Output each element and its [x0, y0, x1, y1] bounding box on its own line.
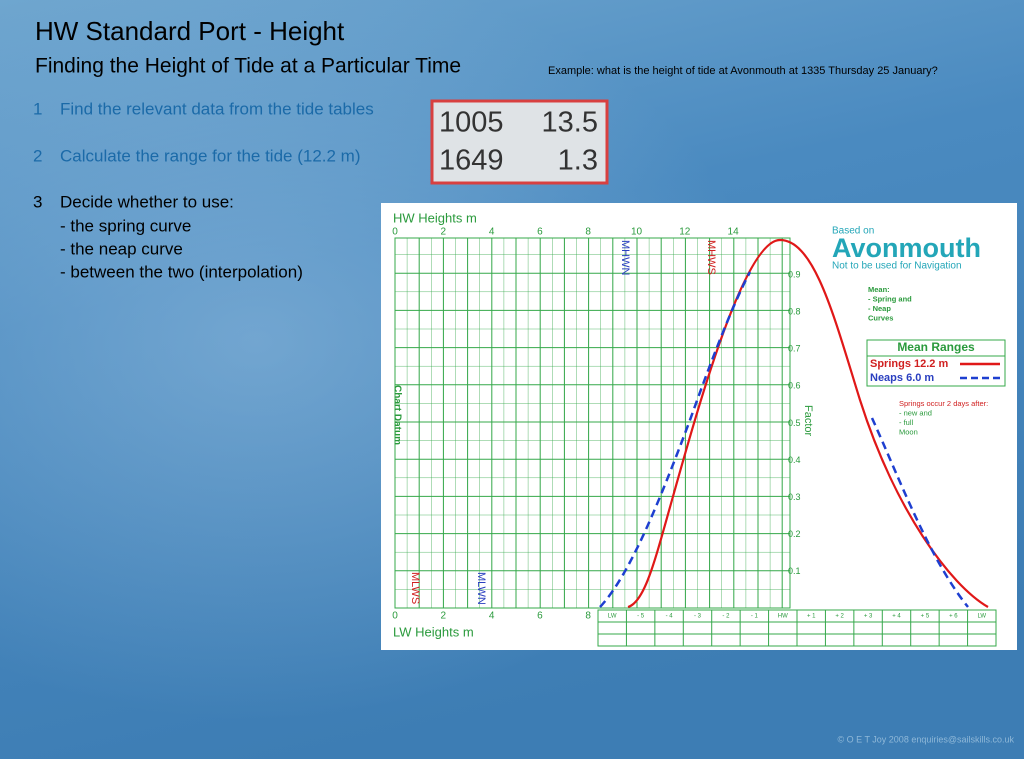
step-number: 1	[33, 99, 42, 118]
hw-tick-label: 8	[585, 227, 591, 238]
note-line: - full	[899, 418, 914, 427]
note-line: Springs occur 2 days after:	[899, 399, 988, 408]
time-tick-label: - 5	[637, 614, 645, 620]
lw-tick-label: 2	[441, 611, 447, 622]
grid-frame	[394, 237, 791, 609]
time-tick-label: + 6	[949, 614, 958, 620]
time-tick-label: LW	[608, 614, 617, 620]
marker-label: MHWN	[619, 240, 631, 275]
time-tick-label: + 5	[921, 614, 930, 620]
step-text: Decide whether to use:	[60, 192, 234, 211]
lw-tick-label: 0	[392, 611, 398, 622]
factor-tick-label: 0.8	[788, 306, 801, 316]
neap-curve	[599, 271, 752, 608]
marker-label: MLWN	[475, 572, 487, 605]
disclaimer: Not to be used for Navigation	[832, 261, 962, 272]
lw-tick-label: 8	[585, 611, 591, 622]
factor-tick-label: 0.4	[788, 455, 801, 465]
step-item: - the neap curve	[60, 239, 183, 258]
diagram-panel	[381, 203, 1017, 650]
step-text: Calculate the range for the tide (12.2 m…	[60, 146, 361, 165]
neap-curve	[870, 417, 969, 608]
factor-tick-label: 0.2	[788, 529, 801, 539]
note-line: - new and	[899, 408, 932, 417]
time-tick-label: HW	[778, 614, 788, 620]
time-tick-label: - 4	[666, 614, 674, 620]
table-cell: 1.3	[558, 145, 598, 177]
hw-tick-label: 6	[537, 227, 543, 238]
based-on: Based on	[832, 226, 874, 237]
port-name: Avonmouth	[832, 233, 981, 263]
tide-table: 1005 13.5 1649 1.3	[430, 99, 609, 185]
hw-tick-label: 2	[441, 227, 447, 238]
neaps-range: Neaps 6.0 m	[870, 372, 934, 384]
time-tick-label: + 3	[864, 614, 873, 620]
spring-curve	[627, 238, 989, 609]
factor-tick-label: 0.7	[788, 344, 801, 354]
time-tick-label: + 1	[807, 614, 816, 620]
time-tick-label: + 4	[892, 614, 901, 620]
grid: 0 2 4 6 8 10 12 14 0 2 4 6 8 0.9 0.8 0.7 0.6 0.5 0.4 0.3 0.2…	[392, 227, 997, 647]
marker-label: MHWS	[705, 240, 717, 275]
step-item: - between the two (interpolation)	[60, 262, 303, 281]
note-line: Mean:	[868, 285, 890, 294]
time-tick-label: - 1	[751, 614, 759, 620]
hw-axis-label: HW Heights m	[393, 210, 477, 225]
step-text: Find the relevant data from the tide tab…	[60, 99, 374, 118]
note-line: - Neap	[868, 304, 891, 313]
hw-tick-label: 10	[631, 227, 643, 238]
hw-tick-label: 0	[392, 227, 398, 238]
table-cell: 1005	[439, 107, 504, 139]
tidal-curve-diagram: 0 2 4 6 8 10 12 14 0 2 4 6 8 0.9 0.8 0.7 0.6 0.5 0.4 0.3 0.2…	[381, 203, 1017, 650]
subtitle: Finding the Height of Tide at a Particul…	[35, 55, 461, 78]
marker-label: MLWS	[409, 572, 421, 604]
step-number: 3	[33, 192, 42, 211]
step-item: - the spring curve	[60, 216, 191, 235]
factor-tick-label: 0.5	[788, 418, 801, 428]
factor-tick-label: 0.1	[788, 566, 801, 576]
factor-tick-label: 0.3	[788, 492, 801, 502]
note-line: - Spring and	[868, 294, 912, 303]
note-line: Curves	[868, 313, 893, 322]
footer: © O E T Joy 2008 enquiries@sailskills.co…	[837, 734, 1014, 744]
time-tick-label: - 3	[694, 614, 702, 620]
lw-tick-label: 6	[537, 611, 543, 622]
title: HW Standard Port - Height	[35, 16, 345, 46]
factor-label: Factor	[802, 405, 814, 437]
factor-tick-label: 0.9	[788, 269, 801, 279]
hw-tick-label: 4	[489, 227, 495, 238]
mean-ranges-title: Mean Ranges	[897, 340, 975, 354]
time-tick-label: + 2	[835, 614, 844, 620]
table-frame	[430, 99, 609, 185]
hw-tick-label: 12	[679, 227, 691, 238]
note-line: Moon	[899, 427, 918, 436]
springs-range: Springs 12.2 m	[870, 358, 948, 370]
time-tick-label: LW	[978, 614, 987, 620]
hw-tick-label: 14	[728, 227, 740, 238]
lw-tick-label: 4	[489, 611, 495, 622]
springs-note: Springs occur 2 days after:- new and- fu…	[899, 399, 988, 437]
example: Example: what is the height of tide at A…	[548, 65, 938, 77]
table-cell: 13.5	[542, 107, 598, 139]
table-cell: 1649	[439, 145, 504, 177]
factor-tick-label: 0.6	[788, 381, 801, 391]
lw-axis-label: LW Heights m	[393, 624, 474, 639]
step-number: 2	[33, 146, 42, 165]
chart-datum-label: Chart Datum	[391, 385, 402, 445]
time-tick-label: - 2	[722, 614, 730, 620]
